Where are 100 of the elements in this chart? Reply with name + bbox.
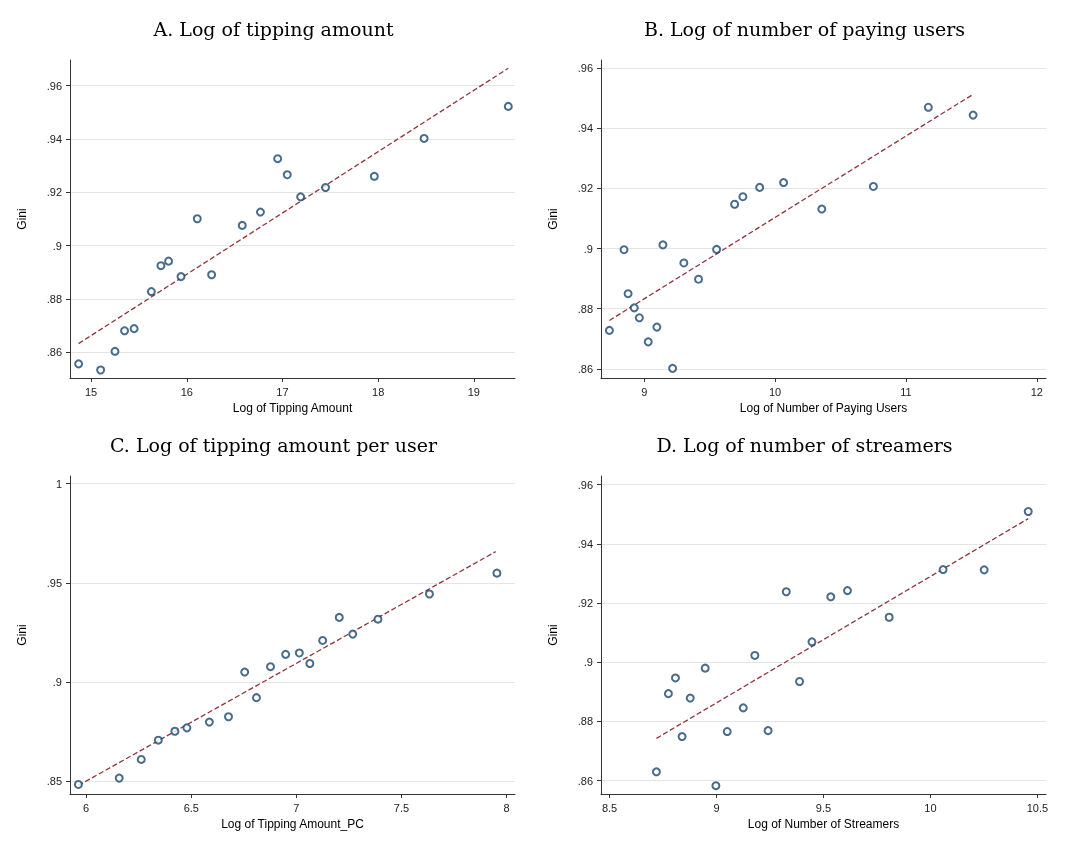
- x-tick-label: 9.5: [815, 801, 832, 814]
- point: [677, 732, 687, 742]
- point: [670, 673, 680, 683]
- x-tick-label: 8.5: [601, 801, 618, 814]
- point: [369, 171, 379, 181]
- point: [842, 586, 852, 596]
- y-tick-label: .9: [583, 242, 593, 255]
- x-axis-title: Log of Number of Streamers: [747, 816, 900, 831]
- point: [164, 256, 174, 266]
- point: [120, 326, 130, 336]
- point: [296, 192, 306, 202]
- y-tick-label: .96: [577, 478, 593, 491]
- point: [266, 662, 276, 672]
- point: [651, 767, 661, 777]
- point: [153, 735, 163, 745]
- point: [730, 199, 740, 209]
- point: [1023, 507, 1033, 517]
- x-tick-label: 9: [641, 385, 648, 398]
- y-tick-label: .96: [46, 79, 62, 92]
- point: [694, 274, 704, 284]
- point: [182, 723, 192, 733]
- x-tick-label: 7.5: [393, 801, 410, 814]
- y-tick-label: .88: [577, 302, 593, 315]
- x-axis-title: Log of Tipping Amount_PC: [221, 816, 365, 831]
- point: [807, 637, 817, 647]
- x-tick-label: 10.5: [1026, 801, 1049, 814]
- x-axis-title: Log of Tipping Amount: [232, 400, 353, 415]
- y-tick-label: .95: [46, 576, 62, 589]
- x-tick-label: 11: [900, 385, 912, 398]
- point: [318, 635, 328, 645]
- y-tick-label: .94: [577, 537, 593, 550]
- point: [679, 258, 689, 268]
- point: [750, 650, 760, 660]
- point: [73, 779, 83, 789]
- point: [826, 592, 836, 602]
- point: [795, 676, 805, 686]
- y-tick-label: .88: [577, 715, 593, 728]
- point: [204, 717, 214, 727]
- x-tick-label: 10: [924, 801, 937, 814]
- point: [146, 287, 156, 297]
- point: [74, 359, 84, 369]
- point: [294, 648, 304, 658]
- y-tick-label: 1: [55, 477, 62, 490]
- x-tick-label: 17: [276, 385, 289, 398]
- point: [251, 693, 261, 703]
- point: [629, 303, 639, 313]
- chart-title: D. Log of number of streamers: [656, 433, 953, 456]
- point: [711, 781, 721, 791]
- y-tick-label: .92: [577, 182, 593, 195]
- point: [938, 565, 948, 575]
- x-tick-label: 16: [180, 385, 193, 398]
- x-tick-label: 6.5: [183, 801, 199, 814]
- point: [110, 346, 120, 356]
- point: [255, 207, 265, 217]
- y-tick-label: .85: [46, 775, 62, 788]
- point: [643, 337, 653, 347]
- y-tick-label: .92: [46, 186, 62, 199]
- point: [968, 110, 978, 120]
- point: [207, 270, 217, 280]
- point: [156, 261, 166, 271]
- point: [623, 289, 633, 299]
- x-tick-label: 9: [713, 801, 720, 814]
- y-tick-label: .9: [52, 676, 62, 689]
- point: [503, 101, 513, 111]
- point: [240, 667, 250, 677]
- point: [668, 363, 678, 373]
- point: [321, 183, 331, 193]
- point: [634, 313, 644, 323]
- x-tick-label: 12: [1030, 385, 1043, 398]
- point: [334, 612, 344, 622]
- point: [658, 240, 668, 250]
- point: [305, 659, 315, 668]
- point: [868, 181, 878, 191]
- y-tick-label: .86: [577, 774, 593, 787]
- point: [619, 245, 629, 255]
- point: [663, 689, 673, 699]
- y-axis-title: Gini: [546, 208, 560, 230]
- y-tick-label: .88: [46, 293, 62, 306]
- point: [685, 693, 695, 703]
- point: [652, 322, 662, 332]
- y-axis-title: Gini: [15, 208, 29, 230]
- point: [817, 204, 827, 214]
- x-tick-label: 7: [293, 801, 300, 814]
- y-tick-label: .86: [46, 346, 62, 359]
- point: [373, 614, 383, 624]
- chart-title: C. Log of tipping amount per user: [109, 433, 438, 456]
- point: [738, 192, 748, 202]
- point: [192, 214, 202, 224]
- y-tick-label: .92: [577, 597, 593, 610]
- point: [923, 102, 933, 112]
- y-tick-label: .9: [583, 656, 593, 669]
- y-tick-label: .94: [46, 132, 62, 145]
- point: [700, 663, 710, 673]
- x-tick-label: 6: [83, 801, 90, 814]
- point: [424, 589, 434, 599]
- chart-title: B. Log of number of paying users: [643, 17, 966, 40]
- point: [281, 649, 291, 659]
- y-tick-label: .96: [577, 61, 593, 74]
- point: [237, 220, 247, 230]
- point: [136, 754, 146, 764]
